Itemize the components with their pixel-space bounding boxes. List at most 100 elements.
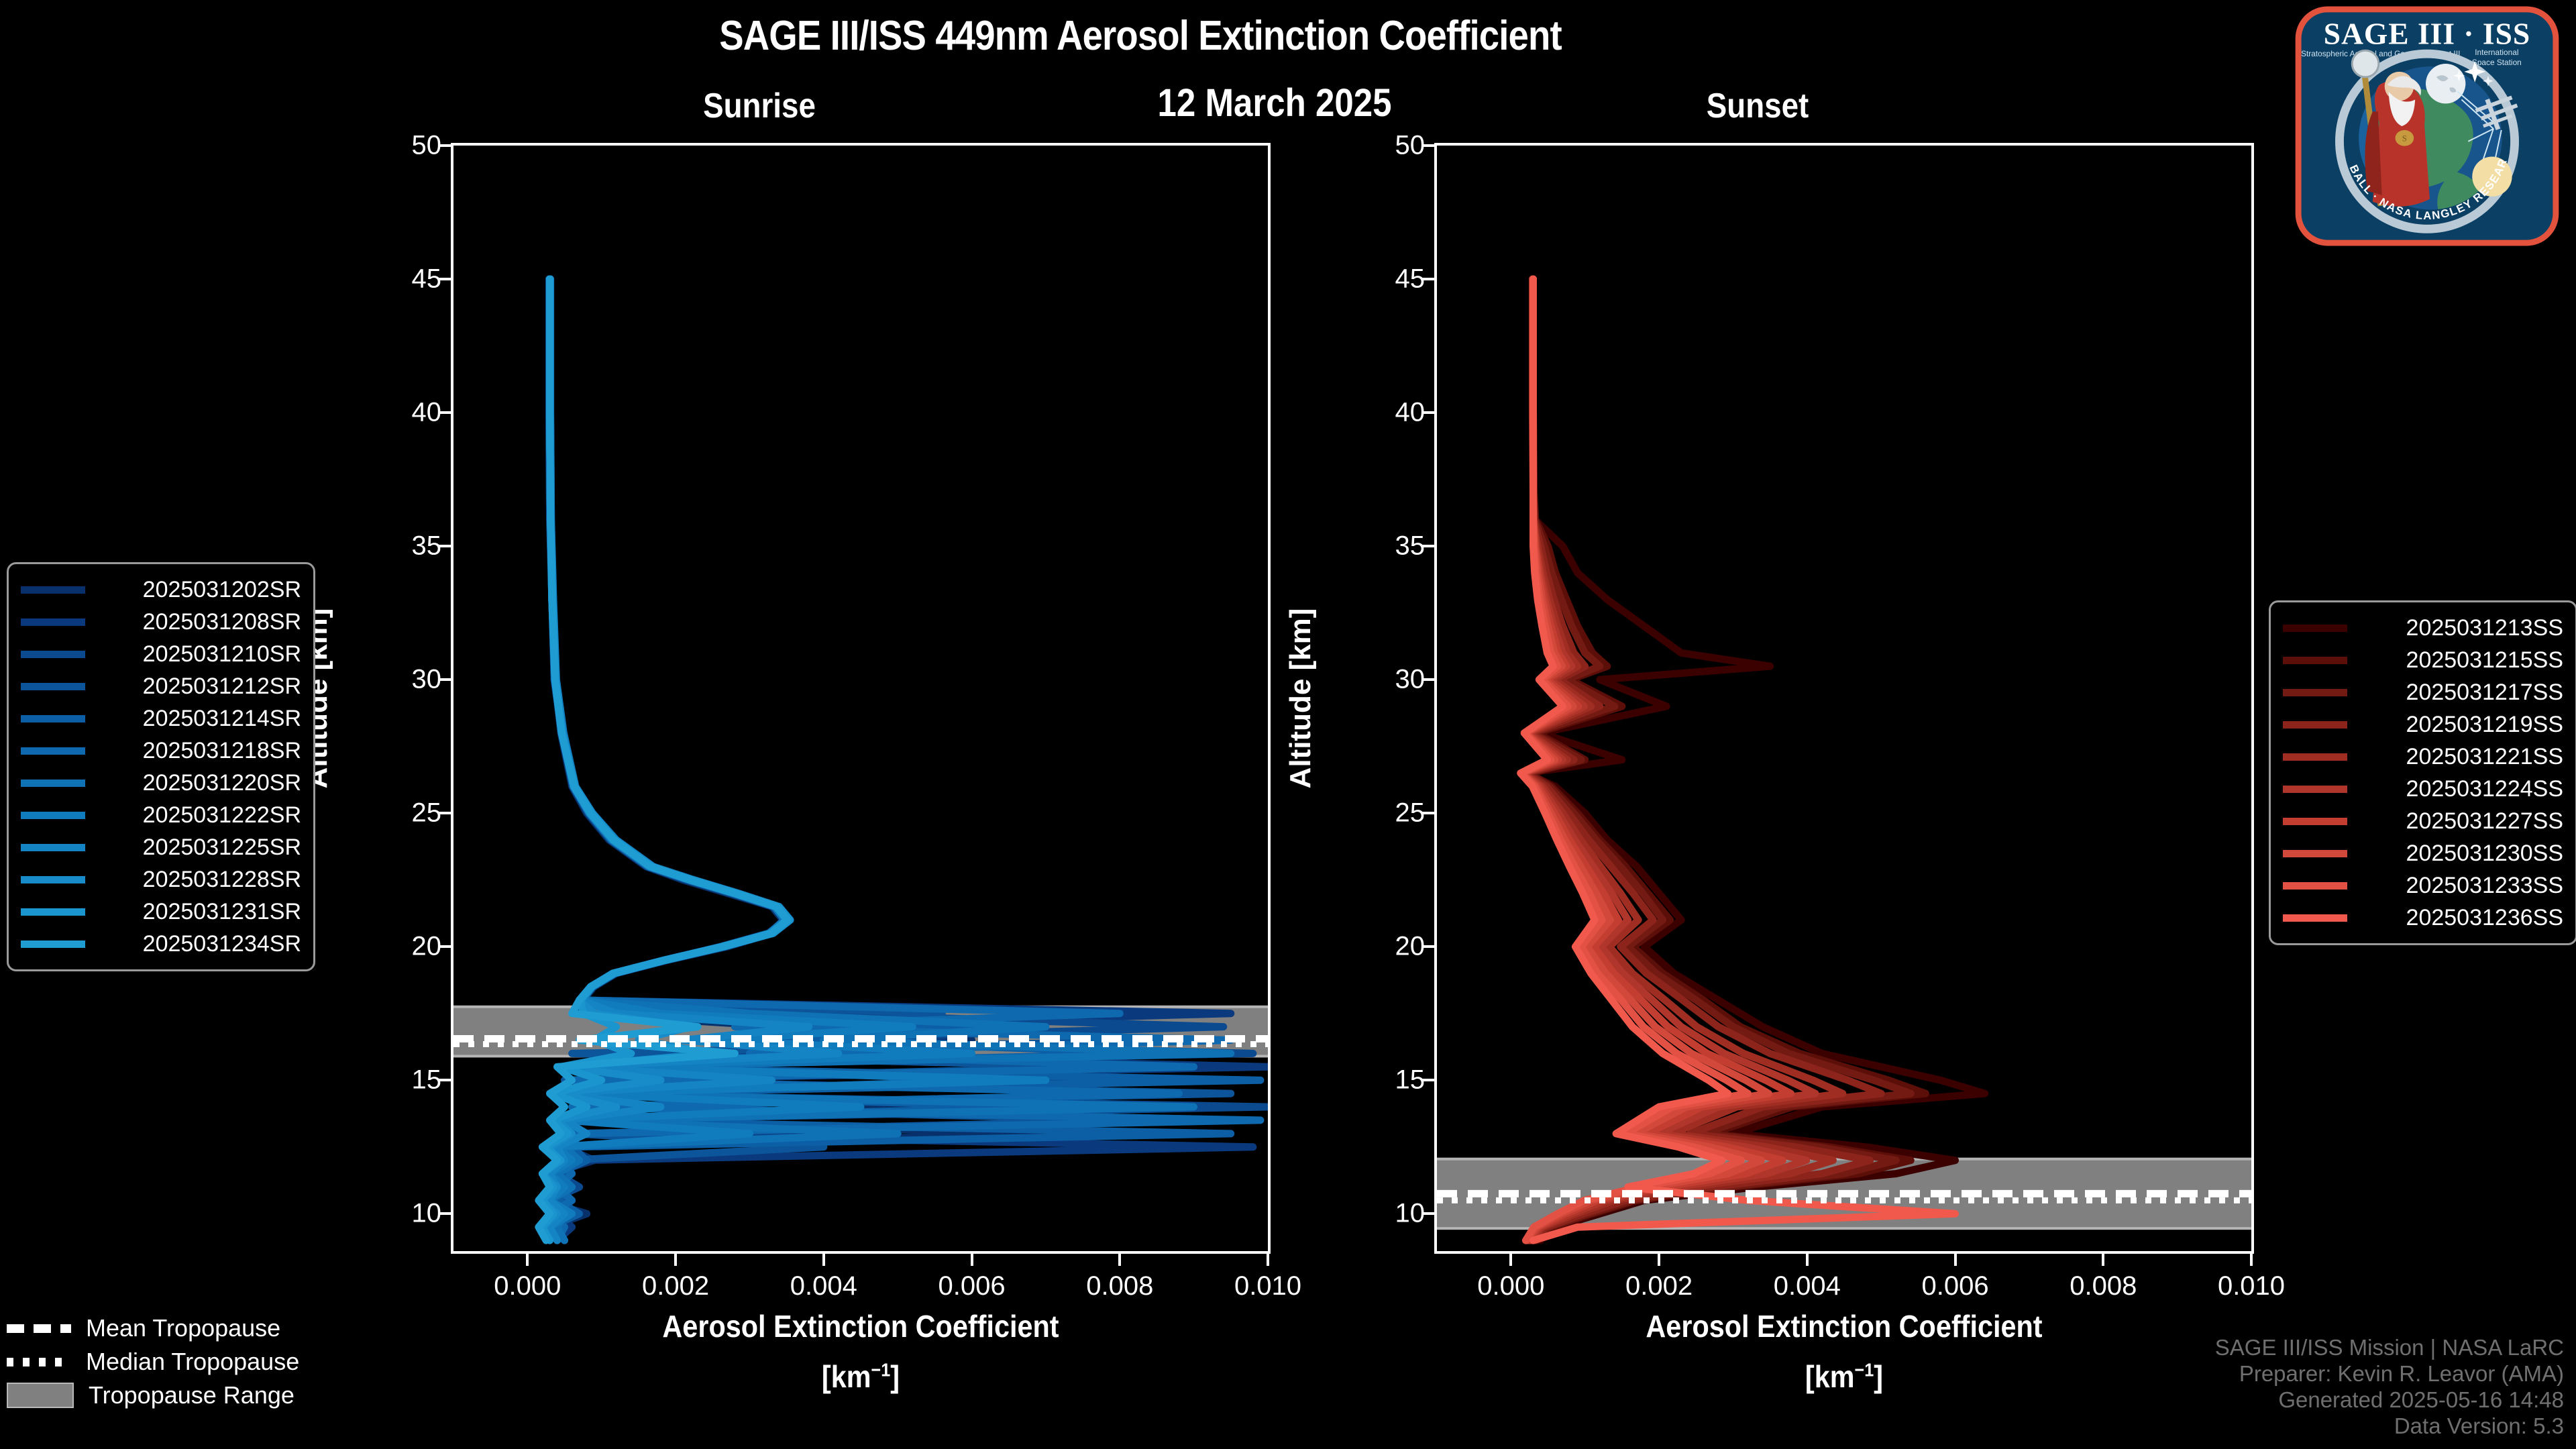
y-tick-label: 10 [1395,1198,1426,1228]
legend-color-swatch [2283,753,2347,761]
legend-sunrise-item[interactable]: 2025031212SR [21,670,301,702]
legend-label: 2025031208SR [142,608,301,635]
profile-line [1517,275,1959,1244]
x-tick-label: 0.004 [1773,1271,1841,1301]
legend-sunset-item[interactable]: 2025031230SS [2283,837,2563,869]
legend-sunset-item[interactable]: 2025031217SS [2283,676,2563,708]
y-tick-mark [439,144,451,147]
legend-label: 2025031213SS [2406,614,2563,641]
legend-sunset-item[interactable]: 2025031227SS [2283,805,2563,837]
y-tick-mark [439,812,451,815]
legend-sunrise-item[interactable]: 2025031228SR [21,863,301,896]
x-axis-unit-right-text: [km−1] [1805,1359,1884,1394]
legend-label: 2025031217SS [2406,679,2563,705]
legend-sunset-item[interactable]: 2025031215SS [2283,644,2563,676]
x-axis-unit-right: [km−1] [1482,1358,2206,1395]
legend-sunset-item[interactable]: 2025031236SS [2283,902,2563,934]
credits-line: SAGE III/ISS Mission | NASA LaRC [2214,1335,2564,1360]
x-tick-label: 0.008 [1086,1271,1154,1301]
legend-sunset[interactable]: 2025031213SS 2025031215SS 2025031217SS 2025… [2269,600,2576,945]
y-tick-label: 20 [1395,931,1426,961]
x-tick-label: 0.000 [494,1271,561,1301]
page-title: SAGE III/ISS 449nm Aerosol Extinction Co… [719,13,1562,59]
sunset-axes: 10 15 20 25 30 35 40 45 50 0.000 0.002 0.004 0.006 0.… [1395,131,2286,1301]
x-tick-label: 0.000 [1477,1271,1545,1301]
legend-color-swatch [21,779,85,787]
legend-sunrise-item[interactable]: 2025031214SR [21,702,301,735]
legend-sunrise-item[interactable]: 2025031234SR [21,928,301,960]
y-tick-mark [439,678,451,682]
legend-sunrise-item[interactable]: 2025031202SR [21,574,301,606]
legend-sunrise-item[interactable]: 2025031210SR [21,638,301,670]
legend-sunset-item[interactable]: 2025031233SS [2283,869,2563,902]
y-axis-label-right: Altitude [km] [1284,608,1317,789]
legend-color-swatch [2283,720,2347,729]
panel-title-sunset: Sunset [1706,87,1809,125]
x-tick-label: 0.004 [790,1271,857,1301]
legend-sunset-item[interactable]: 2025031221SS [2283,741,2563,773]
profile-line [1521,275,1885,1244]
x-tick-mark [1953,1254,1957,1266]
y-tick-label: 50 [411,130,442,160]
sunset-profiles [1437,275,2251,1244]
profile-line [535,275,792,1244]
legend-label: 2025031220SR [142,769,301,796]
legend-label: 2025031230SS [2406,840,2563,866]
legend-tropopause-item: Tropopause Range [7,1379,299,1412]
legend-sunset-item[interactable]: 2025031224SS [2283,773,2563,805]
y-tick-label: 35 [411,531,442,561]
svg-text:International: International [2475,48,2518,57]
x-tick-mark [1118,1254,1122,1266]
y-tick-label: 30 [411,664,442,694]
x-tick-label: 0.008 [2070,1271,2137,1301]
legend-color-swatch [21,747,85,755]
legend-dotted-swatch [7,1357,71,1366]
y-tick-mark [439,545,451,548]
x-tick-label: 0.002 [1625,1271,1693,1301]
y-tick-label: 20 [411,931,442,961]
legend-color-swatch [2283,849,2347,857]
y-tick-mark [1422,1079,1434,1082]
x-tick-mark [2250,1254,2253,1266]
y-tick-mark [1422,545,1434,548]
legend-color-swatch [21,811,85,819]
y-tick-mark [439,1212,451,1216]
legend-label: 2025031219SS [2406,711,2563,737]
legend-sunrise-item[interactable]: 2025031220SR [21,767,301,799]
legend-sunset-item[interactable]: 2025031219SS [2283,708,2563,741]
legend-sunrise-item[interactable]: 2025031222SR [21,799,301,831]
x-tick-mark [1658,1254,1661,1266]
legend-sunrise[interactable]: 2025031202SR 2025031208SR 2025031210SR 2025… [7,562,315,971]
date-subtitle: 12 March 2025 [1157,81,1392,125]
y-tick-label: 25 [1395,798,1426,828]
legend-sunset-item[interactable]: 2025031213SS [2283,612,2563,644]
x-tick-label: 0.010 [1234,1271,1302,1301]
legend-color-swatch [2283,656,2347,664]
y-tick-label: 15 [411,1065,442,1095]
legend-color-swatch [21,714,85,722]
legend-color-swatch [21,843,85,851]
x-tick-mark [1805,1254,1809,1266]
svg-text:Space Station: Space Station [2472,58,2522,67]
legend-sunrise-item[interactable]: 2025031231SR [21,896,301,928]
profile-line [1521,275,1989,1244]
y-tick-label: 30 [1395,664,1426,694]
y-tick-label: 40 [411,397,442,427]
legend-label: 2025031224SS [2406,775,2563,802]
credits-line: Generated 2025-05-16 14:48 [2278,1387,2564,1413]
legend-color-swatch [2283,624,2347,632]
legend-sunrise-item[interactable]: 2025031218SR [21,735,301,767]
x-axis-label-left: Aerosol Extinction Coefficient [662,1309,1059,1344]
y-tick-label: 15 [1395,1065,1426,1095]
legend-color-swatch [2283,688,2347,696]
legend-tropopause-item: Mean Tropopause [7,1311,299,1345]
legend-label: 2025031234SR [142,930,301,957]
legend-sunrise-item[interactable]: 2025031208SR [21,606,301,638]
legend-color-swatch [2283,881,2347,890]
y-tick-label: 10 [411,1198,442,1228]
x-axis-unit-left: [km−1] [498,1358,1223,1395]
legend-sunrise-item[interactable]: 2025031225SR [21,831,301,863]
sunrise-profiles [453,275,1268,1244]
legend-color-swatch [21,875,85,883]
y-tick-mark [1422,278,1434,281]
